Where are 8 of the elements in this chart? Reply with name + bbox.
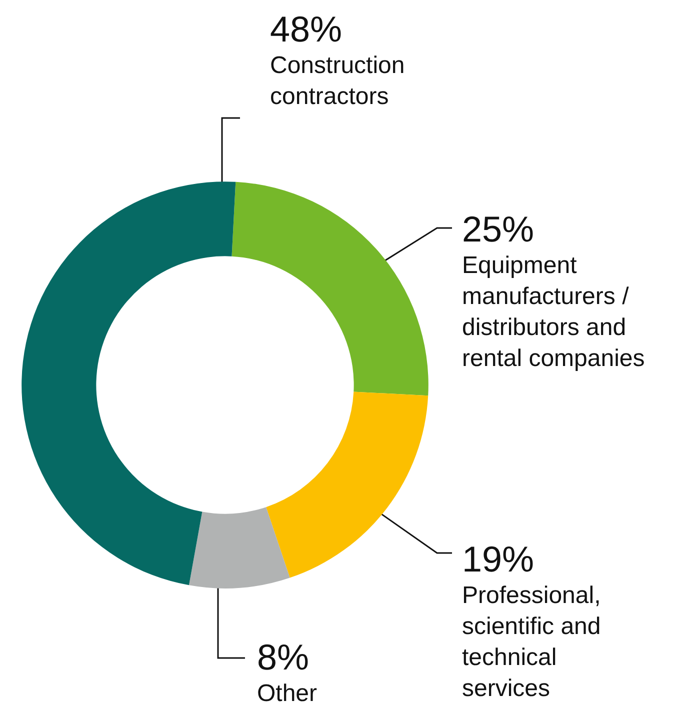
slice-label: Other bbox=[257, 680, 318, 706]
slice-label: Construction contractors bbox=[270, 52, 405, 110]
data-label: 19% bbox=[462, 538, 534, 580]
data-label: 25% bbox=[462, 208, 534, 250]
data-label: 8% bbox=[257, 636, 310, 678]
slice-label: Professional, scientific and technical services bbox=[462, 582, 601, 702]
slice-label: Equipment manufacturers / distributors and rental companies bbox=[462, 252, 645, 372]
data-label: 48% bbox=[270, 8, 342, 50]
